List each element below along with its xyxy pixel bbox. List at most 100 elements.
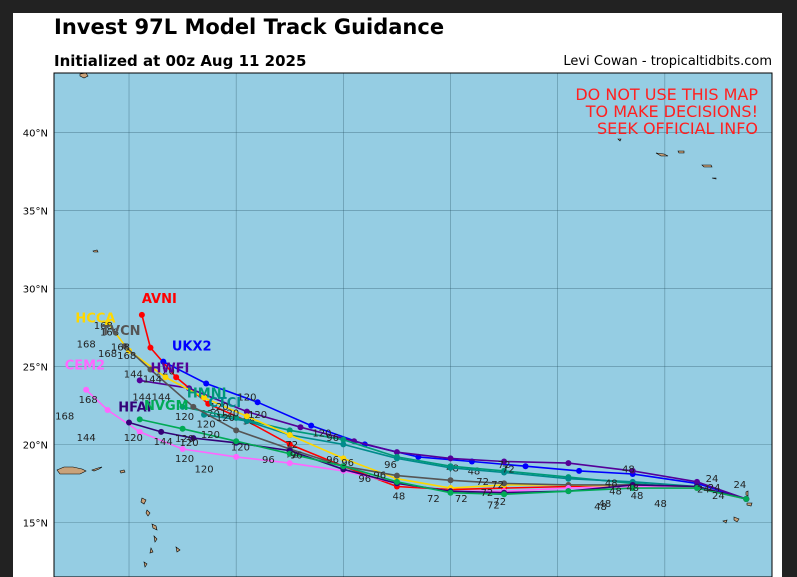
track-point (340, 455, 347, 462)
lesser-antilles-island (149, 547, 154, 554)
bahamas-island (119, 469, 126, 474)
hour-label: 72 (487, 500, 500, 511)
chart-subtitle: Initialized at 00z Aug 11 2025 (54, 52, 307, 70)
track-point (447, 477, 454, 484)
track-point (136, 428, 143, 435)
track-point (286, 441, 293, 448)
hour-label: 24 (708, 483, 721, 494)
track-point (501, 458, 508, 465)
hour-label: 48 (393, 491, 406, 502)
track-point (162, 374, 169, 381)
hour-label: 72 (481, 488, 494, 499)
track-point (136, 377, 143, 384)
track-point (190, 403, 197, 410)
hour-label: 48 (609, 486, 622, 497)
model-label-ukx2: UKX2 (172, 340, 212, 355)
track-point (340, 463, 347, 470)
track-point (179, 425, 186, 432)
track-point (629, 485, 636, 492)
hour-label: 48 (598, 499, 611, 510)
track-point (201, 394, 208, 401)
track-point (286, 432, 293, 439)
hour-label: 144 (154, 437, 173, 448)
hour-label: 120 (209, 402, 228, 413)
azores-island (617, 138, 622, 142)
track-point (393, 449, 400, 456)
warning-line: TO MAKE DECISIONS! (585, 102, 758, 121)
lesser-antilles-island (151, 523, 158, 531)
hour-label: 168 (79, 395, 98, 406)
warning-line: SEEK OFFICIAL INFO (597, 119, 758, 138)
track-point (447, 489, 454, 496)
hour-label: 48 (654, 499, 667, 510)
hour-label: 144 (124, 369, 143, 380)
track-point (147, 366, 154, 373)
model-label-nvgm: NVGM (144, 399, 189, 414)
hour-label: 168 (117, 351, 136, 362)
model-label-avni: AVNI (142, 292, 177, 307)
model-label-tvcn: TVCN (101, 324, 140, 339)
hour-label: 72 (493, 497, 506, 508)
track-point (393, 472, 400, 479)
cape-verde-island (745, 490, 749, 497)
azores-island (677, 150, 685, 154)
track-line-ukx2 (162, 360, 747, 500)
track-point (286, 427, 293, 434)
y-tick-label: 40°N (23, 128, 48, 139)
cuba-landmass (56, 466, 87, 475)
hour-label: 24 (712, 491, 725, 502)
hour-label: 144 (152, 393, 171, 404)
hour-label: 120 (201, 409, 220, 420)
model-label-hfai: HFAI (118, 401, 151, 416)
track-point (233, 453, 240, 460)
cape-verde-island (746, 502, 753, 507)
hour-label: 120 (216, 413, 235, 424)
lesser-antilles-island (143, 561, 148, 568)
hour-label: 120 (312, 429, 331, 440)
hour-label: 96 (341, 458, 354, 469)
hour-label: 48 (468, 467, 481, 478)
hour-label: 168 (111, 343, 130, 354)
hour-label: 24 (706, 474, 719, 485)
hour-label: 168 (94, 321, 113, 332)
hour-label: 168 (77, 340, 96, 351)
azores-island (701, 164, 713, 168)
hour-label: 168 (98, 349, 117, 360)
hour-label: 72 (498, 460, 511, 471)
track-point (233, 438, 240, 445)
hour-label: 48 (605, 478, 618, 489)
hour-label: 72 (491, 480, 504, 491)
track-point (179, 403, 186, 410)
azores-island (711, 177, 717, 180)
latitude-tick-labels: 15°N 20°N 25°N 30°N 35°N 40°N (23, 128, 48, 529)
hour-label: 120 (175, 454, 194, 465)
hour-label: 120 (237, 393, 256, 404)
hour-label: 144 (132, 393, 151, 404)
bahamas-island (92, 249, 99, 253)
track-point (104, 319, 111, 326)
hour-label: 168 (100, 328, 119, 339)
track-point (286, 450, 293, 457)
track-point (565, 460, 572, 467)
track-point (243, 408, 250, 415)
hour-label: 72 (476, 477, 489, 488)
model-label-hmni: HMNI (187, 387, 227, 402)
track-point (447, 455, 454, 462)
track-point (126, 419, 133, 426)
hour-label: 72 (502, 464, 515, 475)
track-point (522, 463, 529, 470)
hour-label: 48 (626, 483, 639, 494)
track-point (173, 374, 180, 381)
track-point (340, 436, 347, 443)
track-point (393, 478, 400, 485)
hour-label: 120 (179, 438, 198, 449)
hour-label: 96 (384, 460, 397, 471)
track-point (233, 427, 240, 434)
lesser-antilles-island (140, 497, 147, 505)
track-point (501, 491, 508, 498)
track-nvgm: 120 (136, 416, 750, 502)
hour-label: 96 (358, 474, 371, 485)
